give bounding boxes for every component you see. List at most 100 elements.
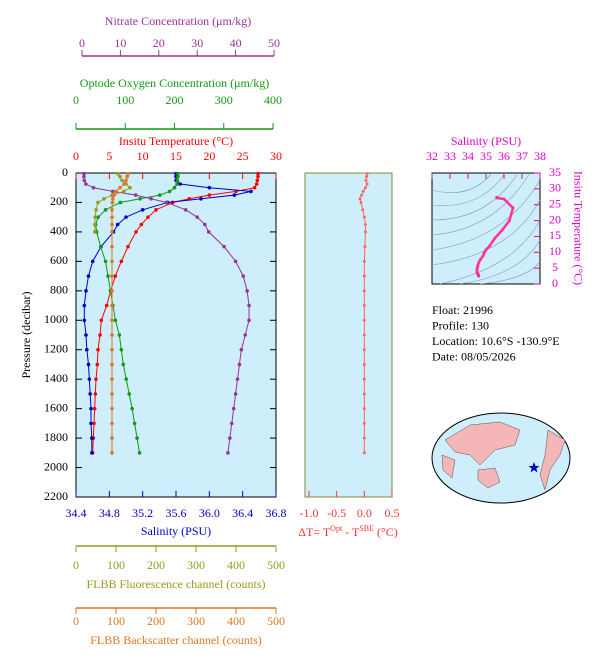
profile-line [83, 173, 252, 453]
ts-point [496, 196, 500, 200]
x-tick-label: 0.5 [385, 506, 400, 520]
profile-point [119, 259, 124, 264]
map-land [444, 421, 521, 466]
x-tick-label: 100 [107, 614, 125, 628]
x-tick-label: 20 [153, 36, 165, 50]
y-tick-label: 0 [62, 165, 68, 179]
float-info: Float: 21996 [432, 303, 493, 317]
profile-point [120, 178, 124, 183]
profile-point [135, 436, 139, 440]
profile-point [245, 289, 249, 293]
profile-line [95, 173, 179, 453]
ts-point [511, 206, 515, 210]
profile-point [90, 259, 95, 264]
profile-point [128, 185, 132, 190]
x-tick-label: 0.0 [357, 506, 372, 520]
ts-point [493, 236, 497, 240]
delta-point [359, 200, 363, 204]
profile-point [92, 406, 97, 411]
delta-point [365, 172, 369, 176]
x-tick-label: 32 [426, 149, 438, 163]
profile-point [178, 182, 182, 186]
delta-point [360, 193, 364, 197]
profile-point [88, 392, 92, 396]
profile-point [116, 171, 120, 176]
x-axis-title-part: - T [342, 525, 360, 539]
y-tick-label: 15 [549, 228, 561, 242]
delta-point [365, 182, 369, 186]
x-tick-label: 34.4 [66, 506, 87, 520]
profile-point [82, 303, 87, 308]
profile-point [140, 208, 145, 212]
profile-point [121, 362, 126, 367]
profile-point [226, 451, 230, 455]
x-tick-label: 0 [73, 149, 79, 163]
x-tick-label: 36.4 [232, 506, 253, 520]
profile-point [118, 200, 123, 205]
ts-point [479, 257, 483, 261]
profile-point [110, 451, 114, 455]
y-tick-label: 1600 [44, 400, 68, 414]
x-tick-label: 38 [534, 149, 546, 163]
delta-point [362, 377, 366, 381]
x-tick-label: 0 [73, 93, 79, 107]
delta-point [362, 274, 366, 278]
profile-point [87, 377, 92, 381]
y-axis-title: Insitu Temperature (°C) [571, 171, 585, 285]
x-axis-title-part: SBE [359, 524, 374, 533]
profile-point [93, 215, 97, 219]
profile-point [167, 189, 172, 194]
x-tick-label: 0 [73, 614, 79, 628]
y-tick-label: 35 [549, 165, 561, 179]
profile-point [110, 222, 114, 227]
x-tick-label: 500 [267, 558, 285, 572]
profile-point [138, 196, 142, 201]
x-axis-title: Insitu Temperature (°C) [119, 134, 233, 148]
delta-point [363, 186, 367, 190]
x-axis-title-part: ΔT= T [298, 525, 331, 539]
profile-point [96, 200, 100, 205]
x-tick-label: 35.6 [166, 506, 187, 520]
ts-point [481, 253, 485, 257]
x-axis-title-part: (°C) [374, 525, 398, 539]
x-tick-label: 37 [516, 149, 528, 163]
profile-point [84, 333, 88, 337]
y-tick-label: 1200 [44, 341, 68, 355]
profile-point [94, 377, 98, 381]
profile-point [110, 377, 114, 381]
x-axis-title: Salinity (PSU) [451, 134, 521, 148]
x-tick-label: 36.8 [266, 506, 287, 520]
map-land [441, 454, 456, 479]
profile-point [84, 182, 88, 186]
profile-point [82, 171, 86, 176]
profile-point [99, 318, 104, 323]
profile-point [139, 222, 144, 227]
profile-point [110, 208, 114, 212]
profile-point [89, 421, 93, 426]
profile-point [233, 259, 238, 264]
x-tick-label: 400 [227, 614, 245, 628]
profile-point [247, 318, 251, 323]
y-tick-label: 10 [549, 244, 561, 258]
profile-point [91, 185, 96, 190]
x-tick-label: 200 [147, 614, 165, 628]
x-tick-label: 400 [264, 93, 282, 107]
map-land [539, 429, 566, 491]
delta-point [362, 318, 366, 322]
x-tick-label: 36 [498, 149, 510, 163]
profile-point [90, 451, 94, 455]
profile-point [114, 189, 118, 194]
profile-point [207, 185, 212, 190]
profile-point [206, 230, 211, 234]
y-axis-title: Pressure (decibar) [19, 292, 33, 379]
profile-point [175, 178, 180, 183]
ts-point [502, 197, 506, 201]
delta-point [363, 245, 367, 249]
profile-point [110, 200, 115, 205]
profile-point [164, 200, 169, 205]
x-tick-label: 400 [227, 558, 245, 572]
float-info: Location: 10.6°S -130.9°E [432, 334, 560, 348]
x-axis-title: Nitrate Concentration (μm/kg) [105, 14, 251, 28]
delta-point [362, 333, 366, 337]
